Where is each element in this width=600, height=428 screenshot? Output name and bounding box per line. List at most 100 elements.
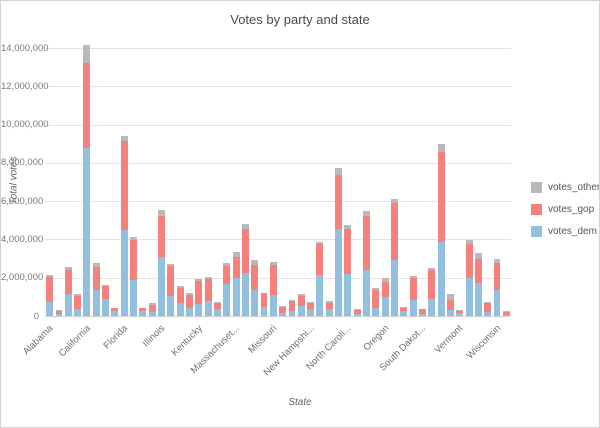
bar-column[interactable]	[92, 262, 100, 316]
bar-segment-votes_gop[interactable]	[437, 152, 445, 242]
bar-segment-votes_gop[interactable]	[316, 244, 324, 275]
bar-segment-votes_other[interactable]	[269, 262, 277, 265]
bar-segment-votes_gop[interactable]	[251, 264, 259, 290]
bar-segment-votes_dem[interactable]	[288, 310, 296, 316]
bar-segment-votes_other[interactable]	[55, 309, 63, 311]
bar-segment-votes_other[interactable]	[437, 144, 445, 153]
bar-segment-votes_gop[interactable]	[46, 276, 54, 303]
bar-segment-votes_dem[interactable]	[83, 148, 91, 316]
bar-segment-votes_dem[interactable]	[316, 274, 324, 316]
bar-segment-votes_gop[interactable]	[409, 277, 417, 300]
bar-column[interactable]	[409, 275, 417, 316]
bar-segment-votes_gop[interactable]	[456, 310, 464, 313]
bar-segment-votes_dem[interactable]	[186, 307, 193, 316]
bar-column[interactable]	[307, 301, 315, 316]
bar-segment-votes_gop[interactable]	[446, 300, 454, 311]
bar-segment-votes_dem[interactable]	[55, 313, 63, 316]
bar-segment-votes_other[interactable]	[381, 277, 389, 282]
bar-segment-votes_gop[interactable]	[102, 285, 110, 299]
bar-segment-votes_dem[interactable]	[381, 296, 389, 316]
bar-segment-votes_other[interactable]	[92, 262, 100, 268]
bar-segment-votes_other[interactable]	[130, 237, 137, 241]
bar-column[interactable]	[167, 263, 175, 316]
bar-segment-votes_dem[interactable]	[260, 306, 268, 316]
bar-segment-votes_other[interactable]	[316, 241, 324, 245]
bar-segment-votes_gop[interactable]	[120, 141, 128, 230]
bar-column[interactable]	[474, 252, 482, 316]
bar-column[interactable]	[335, 168, 343, 316]
bar-segment-votes_dem[interactable]	[391, 259, 398, 316]
bar-segment-votes_other[interactable]	[428, 268, 436, 271]
bar-segment-votes_other[interactable]	[363, 210, 370, 216]
bar-column[interactable]	[111, 307, 119, 316]
bar-column[interactable]	[344, 225, 352, 316]
bar-column[interactable]	[288, 299, 296, 316]
bar-segment-votes_other[interactable]	[167, 263, 175, 267]
bar-segment-votes_dem[interactable]	[223, 283, 231, 316]
bar-column[interactable]	[353, 309, 361, 316]
bar-column[interactable]	[391, 198, 398, 316]
bar-segment-votes_other[interactable]	[372, 288, 380, 290]
bar-segment-votes_dem[interactable]	[139, 310, 147, 316]
bar-segment-votes_gop[interactable]	[465, 244, 473, 279]
bar-segment-votes_other[interactable]	[213, 301, 221, 303]
bar-segment-votes_gop[interactable]	[64, 269, 72, 294]
bar-segment-votes_other[interactable]	[307, 301, 315, 303]
bar-segment-votes_gop[interactable]	[139, 308, 147, 311]
bar-segment-votes_gop[interactable]	[55, 310, 63, 314]
legend-item-votes_other[interactable]: votes_other	[531, 182, 599, 193]
bar-segment-votes_other[interactable]	[186, 293, 193, 295]
bar-segment-votes_dem[interactable]	[204, 301, 212, 316]
bar-column[interactable]	[297, 294, 305, 316]
bar-column[interactable]	[213, 301, 221, 316]
bar-segment-votes_other[interactable]	[456, 309, 464, 311]
bar-segment-votes_gop[interactable]	[186, 294, 193, 308]
bar-segment-votes_gop[interactable]	[474, 259, 482, 283]
bar-segment-votes_gop[interactable]	[297, 295, 305, 306]
bar-segment-votes_gop[interactable]	[419, 309, 426, 314]
bar-segment-votes_dem[interactable]	[307, 309, 315, 316]
bar-segment-votes_other[interactable]	[120, 135, 128, 142]
bar-segment-votes_dem[interactable]	[46, 302, 54, 316]
bar-segment-votes_other[interactable]	[297, 294, 305, 296]
bar-segment-votes_dem[interactable]	[493, 289, 501, 316]
bar-segment-votes_dem[interactable]	[353, 314, 361, 316]
bar-segment-votes_other[interactable]	[64, 266, 72, 270]
bar-column[interactable]	[437, 144, 445, 316]
bar-segment-votes_gop[interactable]	[176, 288, 184, 304]
bar-column[interactable]	[176, 286, 184, 316]
bar-segment-votes_dem[interactable]	[474, 282, 482, 316]
bar-segment-votes_dem[interactable]	[446, 310, 454, 316]
bar-segment-votes_other[interactable]	[232, 252, 240, 257]
bar-segment-votes_gop[interactable]	[344, 228, 352, 275]
bar-column[interactable]	[223, 262, 231, 316]
legend-item-votes_gop[interactable]: votes_gop	[531, 204, 599, 215]
bar-column[interactable]	[139, 307, 147, 316]
bar-segment-votes_dem[interactable]	[409, 299, 417, 316]
bar-segment-votes_gop[interactable]	[241, 228, 249, 273]
bar-segment-votes_gop[interactable]	[363, 215, 370, 271]
bar-segment-votes_other[interactable]	[409, 275, 417, 278]
legend-item-votes_dem[interactable]: votes_dem	[531, 226, 599, 237]
bar-column[interactable]	[316, 241, 324, 316]
bar-segment-votes_gop[interactable]	[111, 307, 119, 312]
bar-column[interactable]	[195, 279, 203, 316]
bar-column[interactable]	[428, 268, 436, 316]
bar-segment-votes_other[interactable]	[74, 294, 82, 296]
bar-segment-votes_dem[interactable]	[148, 312, 156, 316]
bar-column[interactable]	[279, 306, 287, 316]
bar-segment-votes_other[interactable]	[391, 198, 398, 204]
bar-segment-votes_gop[interactable]	[223, 265, 231, 284]
bar-segment-votes_dem[interactable]	[484, 312, 492, 316]
bar-column[interactable]	[260, 292, 268, 316]
bar-segment-votes_gop[interactable]	[372, 289, 380, 308]
bar-column[interactable]	[446, 294, 454, 316]
bar-segment-votes_gop[interactable]	[493, 262, 501, 290]
bar-column[interactable]	[325, 300, 333, 316]
bar-segment-votes_other[interactable]	[344, 225, 352, 229]
bar-segment-votes_gop[interactable]	[130, 240, 137, 281]
bar-segment-votes_dem[interactable]	[437, 241, 445, 316]
bar-segment-votes_gop[interactable]	[213, 302, 221, 310]
bar-segment-votes_other[interactable]	[139, 307, 147, 309]
bar-segment-votes_other[interactable]	[353, 309, 361, 311]
